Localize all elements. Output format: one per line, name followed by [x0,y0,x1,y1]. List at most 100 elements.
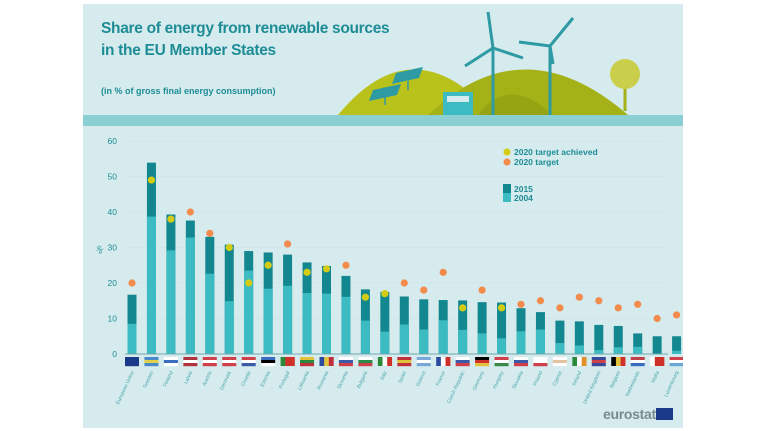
flag-at-icon [202,357,217,367]
bar-2015 [419,299,429,354]
bar-2004 [497,338,507,354]
x-tick-label: France [435,370,447,387]
bar-2004 [244,270,254,354]
target-achieved-marker [225,243,233,252]
country-flags [125,357,683,367]
bar-2015 [497,302,507,354]
bar-2004 [263,288,273,354]
target-markers [128,176,681,323]
bar-2004 [341,296,351,354]
flag-cz-icon [455,357,470,367]
flag-mt-icon [650,357,665,366]
x-tick-label: Netherlands [625,370,642,397]
flag-lu-icon [669,357,683,367]
legend: 2020 target achieved 2020 target 2015 20… [503,147,598,203]
x-tick-label: Hungary [492,370,506,390]
flag-fr-icon [436,357,451,366]
illustration [338,11,640,115]
dam-icon [443,92,473,115]
flag-ro-icon [319,357,334,366]
target-achieved-marker [361,293,369,301]
flag-de-icon [475,357,490,367]
target-marker [206,229,214,237]
y-tick-label: 20 [108,278,118,288]
solar-panel-icon [369,67,423,105]
gridlines [125,140,668,319]
target-achieved-marker [322,265,331,273]
flag-nl-icon [630,357,645,367]
legend-target-marker [503,158,511,166]
target-marker [186,208,194,216]
target-achieved-marker [381,290,389,298]
y-axis-label: % [94,243,107,256]
target-marker [614,304,622,312]
target-achieved-marker [497,304,506,312]
y-tick-label: 40 [108,207,118,217]
flag-se-icon [144,357,159,367]
x-tick-label: Estonia [259,370,272,388]
target-marker [634,300,642,308]
target-marker [536,297,545,305]
flag-it-icon [377,357,393,366]
legend-2015-swatch [503,184,511,193]
flag-sk-icon [514,357,528,367]
bar-2015 [633,333,643,354]
bar-2015 [555,320,565,354]
bar-2004 [438,320,448,354]
target-marker [673,311,681,319]
target-marker [556,304,564,312]
x-tick-label: Latvia [183,370,194,385]
x-tick-label: Ireland [571,370,583,387]
bar-2004 [185,237,195,354]
legend-2004-swatch [503,193,511,202]
title-line-2: in the EU Member States [101,42,276,59]
x-tick-label: Spain [397,370,408,384]
bars [127,162,682,354]
y-tick-label: 60 [108,136,118,146]
bar-2004 [380,331,390,354]
bar-2015 [672,336,682,354]
bar-2004 [535,329,545,354]
x-tick-label: Greece [415,370,427,388]
flag-eu-icon [125,357,139,367]
bar-2015 [613,325,623,354]
divider-band [83,115,683,126]
flag-hu-icon [494,357,509,367]
x-tick-label: Portugal [278,370,291,389]
target-achieved-marker [147,176,156,184]
x-tick-label: Luxembourg [663,370,680,398]
bar-2004 [360,320,370,354]
bar-2004 [205,273,215,354]
target-marker [400,279,408,287]
legend-2015-label: 2015 [514,184,533,194]
y-axis: 0 10 20 30 40 50 60 [108,136,118,359]
flag-ie-icon [572,357,587,366]
bar-2004 [458,329,468,354]
bar-chart: 0 10 20 30 40 50 60 % European Union Sweden Finl… [94,136,683,406]
legend-2004-label: 2004 [514,193,533,203]
title-line-1: Share of energy from renewable sources [101,20,390,37]
target-marker [439,268,447,276]
bar-2004 [302,292,312,354]
x-tick-label: Finland [162,370,174,388]
target-marker [653,314,661,323]
bar-2004 [574,345,584,354]
x-tick-label: Bulgaria [356,370,369,389]
target-achieved-marker [167,215,175,223]
bar-2004 [127,323,137,354]
x-tick-label: Austria [202,370,214,387]
target-marker [575,293,583,301]
x-axis-labels: European Union Sweden Finland Latvia Austria… [115,370,680,406]
legend-target-label: 2020 target [514,157,559,167]
bar-2015 [516,308,526,354]
target-marker [284,240,292,248]
y-tick-label: 30 [108,243,118,253]
bar-2004 [672,350,682,354]
flag-pt-icon [280,357,295,366]
x-tick-label: Sweden [142,370,155,389]
chart-subtitle: (in % of gross final energy consumption) [101,86,276,96]
legend-target-achieved-label: 2020 target achieved [514,147,598,157]
flag-ee-icon [261,357,276,367]
target-marker [517,300,525,308]
tree-icon [610,59,640,111]
